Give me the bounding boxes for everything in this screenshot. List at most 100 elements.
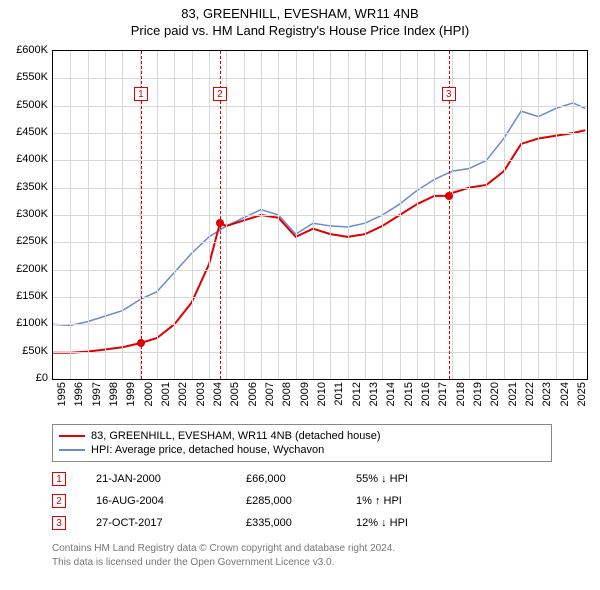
y-axis-label: £50K xyxy=(2,345,48,357)
footer-line: This data is licensed under the Open Gov… xyxy=(52,556,395,570)
gridline-vertical xyxy=(504,51,505,379)
x-axis-label: 2014 xyxy=(385,382,397,406)
x-axis-label: 2018 xyxy=(455,382,467,406)
gridline-vertical xyxy=(244,51,245,379)
x-axis-label: 2000 xyxy=(143,382,155,406)
transaction-row: 2 16-AUG-2004 £285,000 1% ↑ HPI xyxy=(52,490,476,512)
x-axis-label: 2008 xyxy=(281,382,293,406)
y-axis-label: £300K xyxy=(2,208,48,220)
legend-item: HPI: Average price, detached house, Wych… xyxy=(59,443,545,457)
y-axis-label: £600K xyxy=(2,44,48,56)
x-axis-label: 2005 xyxy=(229,382,241,406)
chart-legend: 83, GREENHILL, EVESHAM, WR11 4NB (detach… xyxy=(52,424,552,462)
x-axis-label: 1996 xyxy=(73,382,85,406)
x-axis-label: 2010 xyxy=(316,382,328,406)
gridline-horizontal xyxy=(53,242,587,243)
x-axis-label: 1999 xyxy=(125,382,137,406)
transaction-diff: 55% ↓ HPI xyxy=(356,473,476,485)
gridline-vertical xyxy=(105,51,106,379)
gridline-vertical xyxy=(469,51,470,379)
transaction-marker-icon: 2 xyxy=(52,494,66,508)
gridline-horizontal xyxy=(53,297,587,298)
gridline-vertical xyxy=(157,51,158,379)
x-axis-label: 2025 xyxy=(576,382,588,406)
y-axis-label: £500K xyxy=(2,99,48,111)
gridline-vertical xyxy=(556,51,557,379)
x-axis-label: 1995 xyxy=(56,382,68,406)
gridline-vertical xyxy=(417,51,418,379)
gridline-vertical xyxy=(365,51,366,379)
y-axis-label: £150K xyxy=(2,290,48,302)
gridline-vertical xyxy=(261,51,262,379)
gridline-horizontal xyxy=(53,133,587,134)
x-axis-label: 2009 xyxy=(299,382,311,406)
transaction-price: £335,000 xyxy=(246,517,356,529)
gridline-vertical xyxy=(296,51,297,379)
y-axis-label: £250K xyxy=(2,235,48,247)
x-axis-label: 2001 xyxy=(160,382,172,406)
gridline-vertical xyxy=(573,51,574,379)
marker-number-icon: 1 xyxy=(134,87,148,101)
gridline-vertical xyxy=(400,51,401,379)
x-axis-label: 2023 xyxy=(541,382,553,406)
marker-dot xyxy=(445,192,453,200)
gridline-vertical xyxy=(174,51,175,379)
x-axis-label: 2024 xyxy=(559,382,571,406)
transaction-price: £285,000 xyxy=(246,495,356,507)
y-axis-label: £400K xyxy=(2,153,48,165)
y-axis-label: £200K xyxy=(2,263,48,275)
x-axis-label: 2003 xyxy=(195,382,207,406)
transaction-diff: 1% ↑ HPI xyxy=(356,495,476,507)
gridline-vertical xyxy=(330,51,331,379)
chart-container: 83, GREENHILL, EVESHAM, WR11 4NB Price p… xyxy=(0,0,600,590)
transaction-date: 27-OCT-2017 xyxy=(96,517,246,529)
footer-line: Contains HM Land Registry data © Crown c… xyxy=(52,542,395,556)
x-axis-label: 2006 xyxy=(247,382,259,406)
gridline-vertical xyxy=(192,51,193,379)
gridline-vertical xyxy=(521,51,522,379)
gridline-horizontal xyxy=(53,352,587,353)
gridline-vertical xyxy=(538,51,539,379)
x-axis-label: 2022 xyxy=(524,382,536,406)
legend-label: HPI: Average price, detached house, Wych… xyxy=(91,444,324,456)
gridline-vertical xyxy=(70,51,71,379)
x-axis-label: 2016 xyxy=(420,382,432,406)
transaction-row: 1 21-JAN-2000 £66,000 55% ↓ HPI xyxy=(52,468,476,490)
transactions-table: 1 21-JAN-2000 £66,000 55% ↓ HPI 2 16-AUG… xyxy=(52,468,476,534)
legend-swatch xyxy=(59,435,85,437)
x-axis-label: 2004 xyxy=(212,382,224,406)
transaction-price: £66,000 xyxy=(246,473,356,485)
chart-subtitle: Price paid vs. HM Land Registry's House … xyxy=(0,21,600,38)
x-axis-label: 2017 xyxy=(437,382,449,406)
gridline-vertical xyxy=(434,51,435,379)
x-axis-label: 2002 xyxy=(177,382,189,406)
legend-label: 83, GREENHILL, EVESHAM, WR11 4NB (detach… xyxy=(91,430,381,442)
transaction-row: 3 27-OCT-2017 £335,000 12% ↓ HPI xyxy=(52,512,476,534)
x-axis-label: 2011 xyxy=(333,382,345,406)
transaction-date: 21-JAN-2000 xyxy=(96,473,246,485)
y-axis-label: £0 xyxy=(2,372,48,384)
y-axis-label: £450K xyxy=(2,126,48,138)
y-axis-label: £550K xyxy=(2,71,48,83)
chart-plot-area: 123 xyxy=(52,50,588,380)
y-axis-label: £350K xyxy=(2,181,48,193)
chart-title: 83, GREENHILL, EVESHAM, WR11 4NB xyxy=(0,0,600,21)
gridline-vertical xyxy=(348,51,349,379)
gridline-vertical xyxy=(313,51,314,379)
footer-attribution: Contains HM Land Registry data © Crown c… xyxy=(52,542,395,569)
gridline-horizontal xyxy=(53,160,587,161)
transaction-date: 16-AUG-2004 xyxy=(96,495,246,507)
x-axis-label: 1997 xyxy=(91,382,103,406)
x-axis-label: 1998 xyxy=(108,382,120,406)
gridline-horizontal xyxy=(53,106,587,107)
gridline-horizontal xyxy=(53,188,587,189)
gridline-horizontal xyxy=(53,324,587,325)
transaction-marker-icon: 3 xyxy=(52,516,66,530)
gridline-horizontal xyxy=(53,215,587,216)
marker-dot xyxy=(216,219,224,227)
gridline-vertical xyxy=(382,51,383,379)
gridline-horizontal xyxy=(53,270,587,271)
legend-swatch xyxy=(59,449,85,451)
x-axis-label: 2012 xyxy=(351,382,363,406)
x-axis-label: 2019 xyxy=(472,382,484,406)
